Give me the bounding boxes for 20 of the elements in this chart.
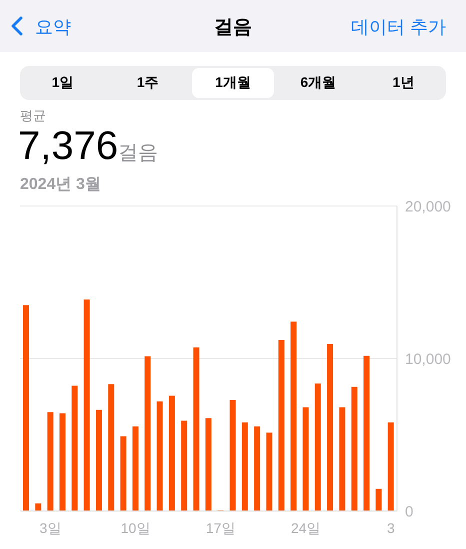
- text: 1개월: [192, 68, 274, 98]
- text: 6개월: [299, 73, 338, 92]
- text: 2024년 3월: [20, 175, 101, 195]
- y-tick-label: 20,000: [405, 198, 451, 216]
- chart-title: 걸음: [214, 17, 252, 38]
- x-tick-label: 3일: [40, 520, 62, 536]
- text: 1년: [392, 73, 416, 92]
- y-tick-label: 10,000: [405, 350, 451, 368]
- y-tick-label: 0: [405, 503, 414, 520]
- text: 데이터 추가: [350, 16, 446, 39]
- x-tick-label: 10일: [120, 520, 150, 536]
- text: 7,376: [18, 124, 118, 168]
- text: 걸음: [118, 142, 158, 164]
- text: 요약: [35, 16, 71, 39]
- text: 1주: [136, 73, 160, 92]
- x-tick-label: 17일: [206, 520, 236, 536]
- x-tick-label: 3: [387, 520, 396, 536]
- x-tick-label: 24일: [291, 520, 321, 536]
- text: 1일: [50, 73, 74, 92]
- text: 평균: [20, 107, 46, 125]
